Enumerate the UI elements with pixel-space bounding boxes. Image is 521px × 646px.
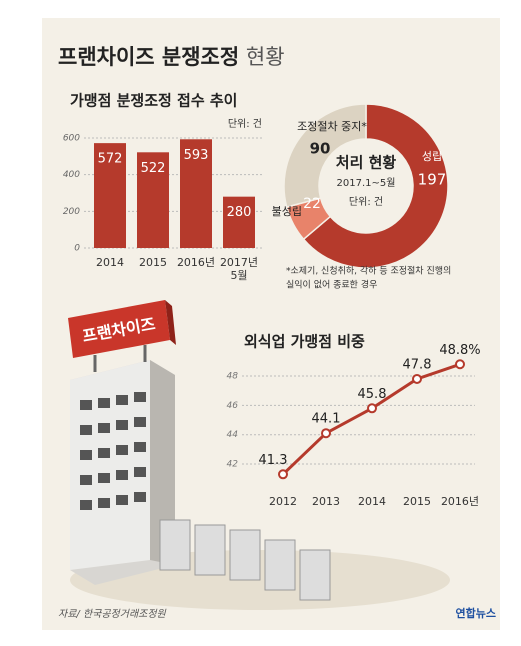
title-main: 프랜차이즈 분쟁조정 — [58, 45, 239, 69]
value-label: 90 — [310, 140, 331, 158]
x-tick-label: 2014 — [96, 256, 124, 269]
logo: 연합뉴스 — [456, 606, 496, 620]
donut-title: 처리 현황 — [336, 154, 397, 172]
y-tick-label: 200 — [63, 207, 80, 217]
value-label: 22 — [303, 196, 321, 212]
x-tick-label: 2015 — [403, 495, 431, 508]
y-tick-label: 48 — [227, 372, 239, 382]
source: 자료/ 한국공정거래조정원 — [58, 608, 167, 620]
point — [278, 469, 288, 480]
value-label: 45.8 — [358, 387, 387, 402]
value-label: 47.8 — [403, 357, 432, 372]
unit-label: 단위: 건 — [228, 117, 262, 130]
bar — [180, 139, 212, 248]
bar — [137, 152, 169, 248]
segment-label: 불성립 — [272, 205, 302, 218]
y-tick-label: 400 — [63, 170, 80, 180]
donut-segment — [302, 103, 449, 269]
y-tick-label: 0 — [74, 244, 80, 254]
value-label: 572 — [98, 152, 123, 167]
bar — [94, 143, 126, 248]
chart-title: 가맹점 분쟁조정 접수 추이 — [70, 92, 237, 110]
donut-subtitle: 2017.1~5월 — [337, 177, 396, 189]
chart-title: 외식업 가맹점 비중 — [244, 333, 365, 351]
x-tick-label: 2013 — [312, 495, 340, 508]
x-tick-label: 2015 — [139, 256, 167, 269]
segment-label: 성립 — [422, 150, 442, 163]
value-label: 48.8% — [439, 343, 480, 358]
illustration — [68, 300, 450, 610]
footnote: *소제기, 신청취하, 각하 등 조정절차 진행의 — [286, 265, 451, 277]
title: 프랜차이즈 분쟁조정 현황 — [58, 45, 285, 69]
x-tick-label: 2016년 — [176, 256, 216, 269]
x-tick-label: 2016년 — [441, 495, 479, 508]
x-tick-label: 2014 — [358, 495, 386, 508]
point — [367, 403, 377, 414]
x-tick-label: 2017년 5월 — [219, 256, 259, 282]
footnote: 실익이 없어 종료한 경우 — [286, 279, 377, 291]
y-tick-label: 600 — [63, 134, 80, 144]
point — [321, 428, 331, 439]
value-label: 41.3 — [259, 453, 288, 468]
value-label: 280 — [227, 205, 252, 220]
point — [412, 373, 422, 384]
value-label: 522 — [141, 161, 166, 176]
x-tick-label: 2012 — [269, 495, 297, 508]
unit-label: 단위: 건 — [349, 195, 383, 208]
value-label: 197 — [418, 171, 447, 189]
bar — [223, 196, 255, 248]
y-tick-label: 42 — [227, 460, 239, 470]
y-tick-label: 46 — [227, 401, 239, 411]
point — [455, 359, 465, 370]
donut-segment — [283, 103, 367, 208]
value-label: 593 — [184, 148, 209, 163]
y-tick-label: 44 — [227, 430, 239, 440]
value-label: 44.1 — [312, 412, 341, 427]
title-suffix: 현황 — [246, 45, 285, 69]
segment-label: 조정절차 중지* — [297, 120, 367, 133]
